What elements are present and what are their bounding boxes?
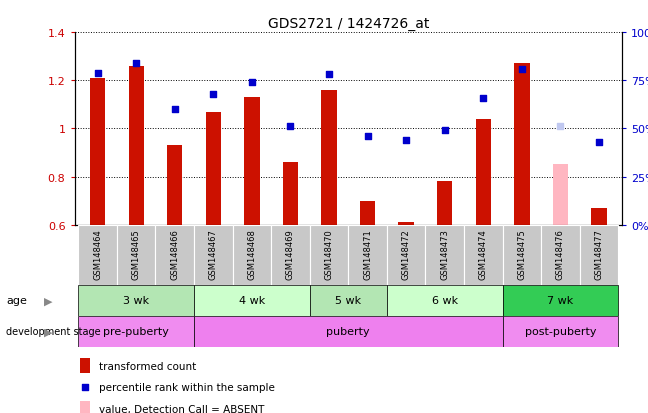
Text: ▶: ▶ (44, 326, 53, 337)
Bar (387, 225, 426, 285)
Point (555, 124, 566, 131)
Point (401, 137, 411, 144)
Bar (387, 285, 503, 316)
Text: age: age (6, 295, 27, 306)
Text: GSM148466: GSM148466 (170, 229, 179, 280)
Text: transformed count: transformed count (99, 361, 196, 371)
Bar (321, 91, 337, 225)
Text: pre-puberty: pre-puberty (103, 326, 169, 337)
Point (170, 107, 180, 113)
Text: GSM148470: GSM148470 (325, 229, 334, 279)
Text: 4 wk: 4 wk (238, 295, 265, 306)
Bar (283, 163, 298, 225)
Point (208, 91, 218, 98)
Bar (464, 225, 503, 285)
Bar (514, 64, 529, 225)
Bar (476, 119, 491, 225)
Bar (194, 316, 503, 347)
Text: value, Detection Call = ABSENT: value, Detection Call = ABSENT (99, 404, 264, 413)
Text: puberty: puberty (327, 326, 370, 337)
Bar (310, 285, 387, 316)
Text: GSM148468: GSM148468 (248, 229, 257, 280)
Bar (244, 98, 260, 225)
Bar (90, 78, 106, 225)
Bar (580, 225, 618, 285)
Text: GSM148476: GSM148476 (556, 229, 565, 280)
Bar (78, 285, 194, 316)
Bar (167, 146, 183, 225)
Text: GSM148467: GSM148467 (209, 229, 218, 280)
Text: ▶: ▶ (44, 295, 53, 306)
Point (247, 80, 257, 86)
Bar (80, 401, 90, 413)
Bar (78, 225, 117, 285)
Bar (194, 225, 233, 285)
Point (478, 95, 489, 102)
Text: GSM148472: GSM148472 (402, 229, 411, 279)
Bar (437, 182, 452, 225)
Bar (541, 225, 580, 285)
Text: 3 wk: 3 wk (123, 295, 149, 306)
Bar (233, 225, 271, 285)
Bar (271, 225, 310, 285)
Bar (553, 165, 568, 225)
Point (516, 66, 527, 73)
Point (93, 70, 103, 77)
Text: GSM148465: GSM148465 (132, 229, 141, 279)
Bar (591, 208, 607, 225)
Bar (156, 225, 194, 285)
Text: development stage: development stage (6, 326, 101, 337)
Point (131, 60, 141, 67)
Text: GSM148474: GSM148474 (479, 229, 488, 279)
Point (362, 133, 373, 140)
Bar (117, 225, 156, 285)
Bar (503, 285, 618, 316)
Bar (205, 112, 221, 225)
Title: GDS2721 / 1424726_at: GDS2721 / 1424726_at (268, 17, 429, 31)
Bar (503, 225, 541, 285)
Text: 6 wk: 6 wk (432, 295, 457, 306)
Bar (399, 223, 414, 225)
Text: percentile rank within the sample: percentile rank within the sample (99, 382, 275, 392)
Bar (128, 66, 144, 225)
Text: GSM148464: GSM148464 (93, 229, 102, 279)
Bar (426, 225, 464, 285)
Point (439, 128, 450, 134)
Point (80, 384, 90, 391)
Bar (503, 316, 618, 347)
Bar (80, 358, 90, 373)
Text: GSM148471: GSM148471 (363, 229, 372, 279)
Text: GSM148475: GSM148475 (517, 229, 526, 279)
Text: GSM148473: GSM148473 (440, 229, 449, 280)
Bar (194, 285, 310, 316)
Text: post-puberty: post-puberty (525, 326, 596, 337)
Point (285, 124, 295, 131)
Bar (78, 316, 194, 347)
Point (594, 139, 604, 146)
Bar (348, 225, 387, 285)
Point (324, 72, 334, 78)
Text: GSM148477: GSM148477 (594, 229, 603, 280)
Text: 5 wk: 5 wk (335, 295, 362, 306)
Bar (310, 225, 348, 285)
Text: GSM148469: GSM148469 (286, 229, 295, 279)
Bar (360, 201, 375, 225)
Text: 7 wk: 7 wk (548, 295, 573, 306)
